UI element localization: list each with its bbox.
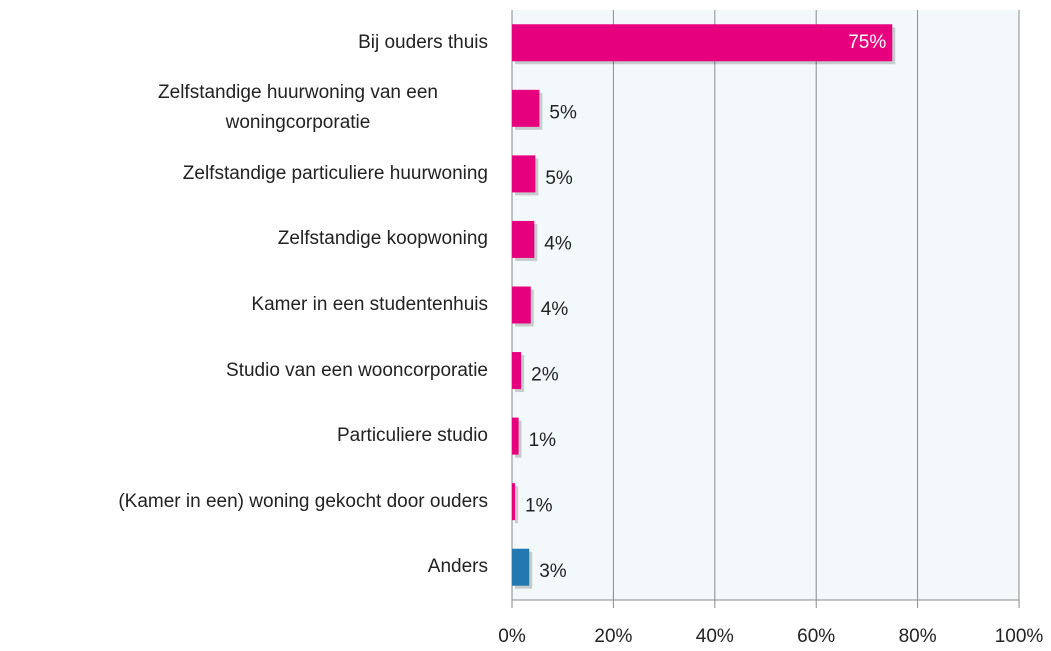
y-tick-label: (Kamer in een) woning gekocht door ouder… [118, 490, 488, 512]
bar [512, 155, 536, 193]
value-label: 1% [525, 496, 553, 517]
x-tick-label: 40% [696, 626, 734, 647]
bar [512, 548, 530, 586]
bar [512, 417, 519, 455]
value-label: 5% [549, 102, 577, 123]
y-tick-label: Anders [427, 556, 488, 578]
bar [512, 220, 535, 258]
value-label: 4% [541, 299, 569, 320]
bar-shadow [515, 486, 519, 524]
bar [512, 286, 531, 324]
y-tick-label: Kamer in een studentenhuis [251, 294, 488, 315]
x-tick-label: 20% [594, 626, 632, 647]
x-tick-label: 80% [899, 626, 937, 647]
y-tick-label: Zelfstandige particuliere huurwoning [182, 162, 488, 184]
plot-area [512, 10, 1019, 600]
value-label: 5% [545, 168, 573, 189]
value-label: 3% [539, 561, 567, 582]
y-tick-label: Particuliere studio [336, 425, 488, 447]
y-tick-label: Studio van een wooncorporatie [226, 359, 488, 381]
y-tick-label: Zelfstandige huurwoning van een woningco… [158, 82, 438, 134]
value-label: 4% [544, 233, 572, 254]
value-label: 2% [531, 365, 559, 386]
bar [512, 483, 516, 521]
x-tick-label: 100% [995, 626, 1044, 647]
value-label: 1% [529, 430, 557, 451]
x-tick-label: 60% [797, 626, 835, 647]
y-tick-label: Zelfstandige koopwoning [277, 228, 488, 250]
x-tick-label: 0% [498, 626, 526, 647]
bar [512, 89, 540, 127]
y-tick-label: Bij ouders thuis [358, 31, 488, 53]
value-label: 75% [848, 32, 886, 53]
bar [512, 352, 522, 390]
bar [512, 24, 893, 62]
